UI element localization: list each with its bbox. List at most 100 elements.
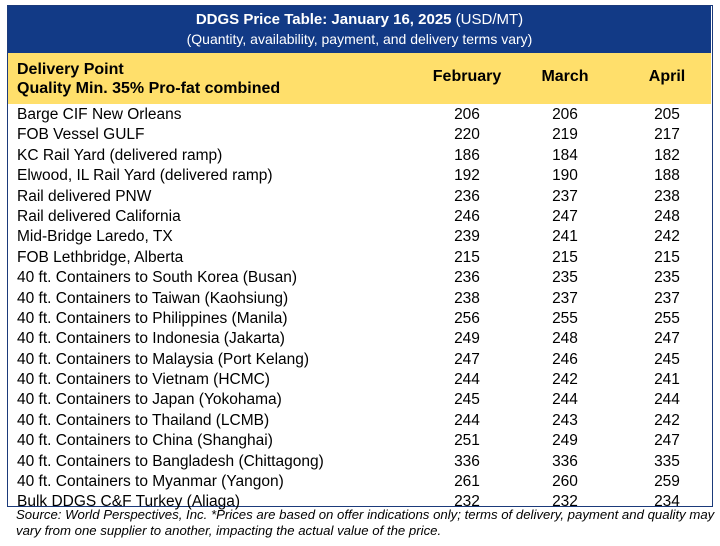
row-label: FOB Lethbridge, Alberta xyxy=(17,248,184,266)
table-row: Mid-Bridge Laredo, TX 239 241 242 xyxy=(8,227,711,247)
delivery-point-label: Delivery Point xyxy=(17,61,124,78)
table-row: 40 ft. Containers to Japan (Yokohama) 245… xyxy=(8,390,711,410)
price-cell: 238 xyxy=(454,289,480,307)
price-cell: 259 xyxy=(654,473,680,491)
price-cell: 215 xyxy=(454,248,480,266)
price-cell: 235 xyxy=(552,269,578,287)
price-cell: 247 xyxy=(654,432,680,450)
price-cell: 241 xyxy=(654,371,680,389)
row-label: 40 ft. Containers to Thailand (LCMB) xyxy=(17,411,270,429)
price-cell: 234 xyxy=(654,493,680,511)
price-cell: 232 xyxy=(552,493,578,511)
price-cell: 247 xyxy=(654,330,680,348)
table-row: 40 ft. Containers to Indonesia (Jakarta)… xyxy=(8,329,711,349)
price-cell: 236 xyxy=(454,269,480,287)
column-header-february: February xyxy=(432,68,502,85)
row-label: Elwood, IL Rail Yard (delivered ramp) xyxy=(17,167,273,185)
price-cell: 184 xyxy=(552,146,578,164)
table-row: Barge CIF New Orleans 206 206 205 xyxy=(8,105,711,125)
price-cell: 244 xyxy=(454,411,480,429)
table-row: Rail delivered PNW 236 237 238 xyxy=(8,187,711,207)
price-cell: 246 xyxy=(454,207,480,225)
price-cell: 249 xyxy=(552,432,578,450)
table-title-unit: (USD/MT) xyxy=(451,11,524,28)
row-label: 40 ft. Containers to Myanmar (Yangon) xyxy=(17,473,284,491)
row-label: Rail delivered PNW xyxy=(17,187,152,205)
row-label: Rail delivered California xyxy=(17,207,181,225)
table-row: 40 ft. Containers to Vietnam (HCMC) 244 24… xyxy=(8,370,711,390)
table-row: 40 ft. Containers to Taiwan (Kaohsiung) 2… xyxy=(8,289,711,309)
row-label: 40 ft. Containers to Bangladesh (Chittag… xyxy=(17,452,324,470)
price-cell: 255 xyxy=(552,309,578,327)
table-row: KC Rail Yard (delivered ramp) 186 184 182 xyxy=(8,146,711,166)
price-cell: 242 xyxy=(654,411,680,429)
table-row: Elwood, IL Rail Yard (delivered ramp) 192… xyxy=(8,166,711,186)
price-cell: 205 xyxy=(654,106,680,123)
price-cell: 237 xyxy=(552,187,578,205)
table-body: Barge CIF New Orleans 206 206 205 FOB Vessel… xyxy=(8,105,711,513)
price-cell: 242 xyxy=(654,228,680,246)
price-cell: 260 xyxy=(552,473,578,491)
price-cell: 206 xyxy=(454,106,480,123)
table-header: Delivery Point Quality Min. 35% Pro-fat … xyxy=(8,53,711,104)
price-cell: 247 xyxy=(454,350,480,368)
price-cell: 215 xyxy=(552,248,578,266)
price-cell: 248 xyxy=(552,330,578,348)
table-row: 40 ft. Containers to South Korea (Busan)… xyxy=(8,268,711,288)
price-cell: 236 xyxy=(454,187,480,205)
row-label: 40 ft. Containers to Japan (Yokohama) xyxy=(17,391,282,409)
price-cell: 206 xyxy=(552,106,578,123)
row-label: 40 ft. Containers to Vietnam (HCMC) xyxy=(17,371,270,389)
row-label: 40 ft. Containers to Indonesia (Jakarta) xyxy=(17,330,285,348)
row-label: KC Rail Yard (delivered ramp) xyxy=(17,146,223,164)
row-label: Mid-Bridge Laredo, TX xyxy=(17,228,173,246)
table-row: 40 ft. Containers to Bangladesh (Chittag… xyxy=(8,452,711,472)
column-header-march: March xyxy=(541,68,589,85)
table-title: DDGS Price Table: January 16, 2025 (USD/… xyxy=(8,10,711,29)
row-label: Barge CIF New Orleans xyxy=(17,106,182,123)
quality-label: Quality Min. 35% Pro-fat combined xyxy=(17,80,281,97)
price-cell: 244 xyxy=(654,391,680,409)
price-cell: 237 xyxy=(654,289,680,307)
price-cell: 261 xyxy=(454,473,480,491)
price-cell: 219 xyxy=(552,126,578,144)
price-cell: 239 xyxy=(454,228,480,246)
column-header-april: April xyxy=(648,68,686,85)
row-label: 40 ft. Containers to South Korea (Busan) xyxy=(17,269,298,287)
table-row: 40 ft. Containers to Philippines (Manila… xyxy=(8,309,711,329)
table-row: 40 ft. Containers to Myanmar (Yangon) 261… xyxy=(8,472,711,492)
price-cell: 215 xyxy=(654,248,680,266)
row-label: 40 ft. Containers to China (Shanghai) xyxy=(17,432,273,450)
row-label: 40 ft. Containers to Malaysia (Port Kela… xyxy=(17,350,310,368)
price-cell: 246 xyxy=(552,350,578,368)
row-label: FOB Vessel GULF xyxy=(17,126,145,144)
source-note: Source: World Perspectives, Inc. *Prices… xyxy=(16,507,715,538)
row-label: 40 ft. Containers to Philippines (Manila… xyxy=(17,309,288,327)
price-cell: 188 xyxy=(654,167,680,185)
price-cell: 248 xyxy=(654,207,680,225)
table-row: FOB Vessel GULF 220 219 217 xyxy=(8,125,711,145)
price-cell: 242 xyxy=(552,371,578,389)
price-cell: 251 xyxy=(454,432,480,450)
price-cell: 238 xyxy=(654,187,680,205)
price-cell: 336 xyxy=(454,452,480,470)
price-cell: 182 xyxy=(654,146,680,164)
table-subtitle: (Quantity, availability, payment, and de… xyxy=(186,31,533,47)
price-cell: 186 xyxy=(454,146,480,164)
price-cell: 220 xyxy=(454,126,480,144)
price-cell: 190 xyxy=(552,167,578,185)
table-row: 40 ft. Containers to China (Shanghai) 251… xyxy=(8,431,711,451)
price-cell: 256 xyxy=(454,309,480,327)
price-cell: 244 xyxy=(454,371,480,389)
price-cell: 235 xyxy=(654,269,680,287)
table-row: Bulk DDGS C&F Turkey (Aliaga) 232 232 234 xyxy=(8,492,711,512)
table-title-bar: DDGS Price Table: January 16, 2025 (USD/… xyxy=(8,6,711,53)
price-cell: 232 xyxy=(454,493,480,511)
price-cell: 217 xyxy=(654,126,680,144)
price-cell: 237 xyxy=(552,289,578,307)
price-cell: 243 xyxy=(552,411,578,429)
price-cell: 247 xyxy=(552,207,578,225)
price-cell: 245 xyxy=(454,391,480,409)
delivery-point-header: Delivery Point Quality Min. 35% Pro-fat … xyxy=(17,60,280,98)
price-table: DDGS Price Table: January 16, 2025 (USD/… xyxy=(7,5,713,510)
